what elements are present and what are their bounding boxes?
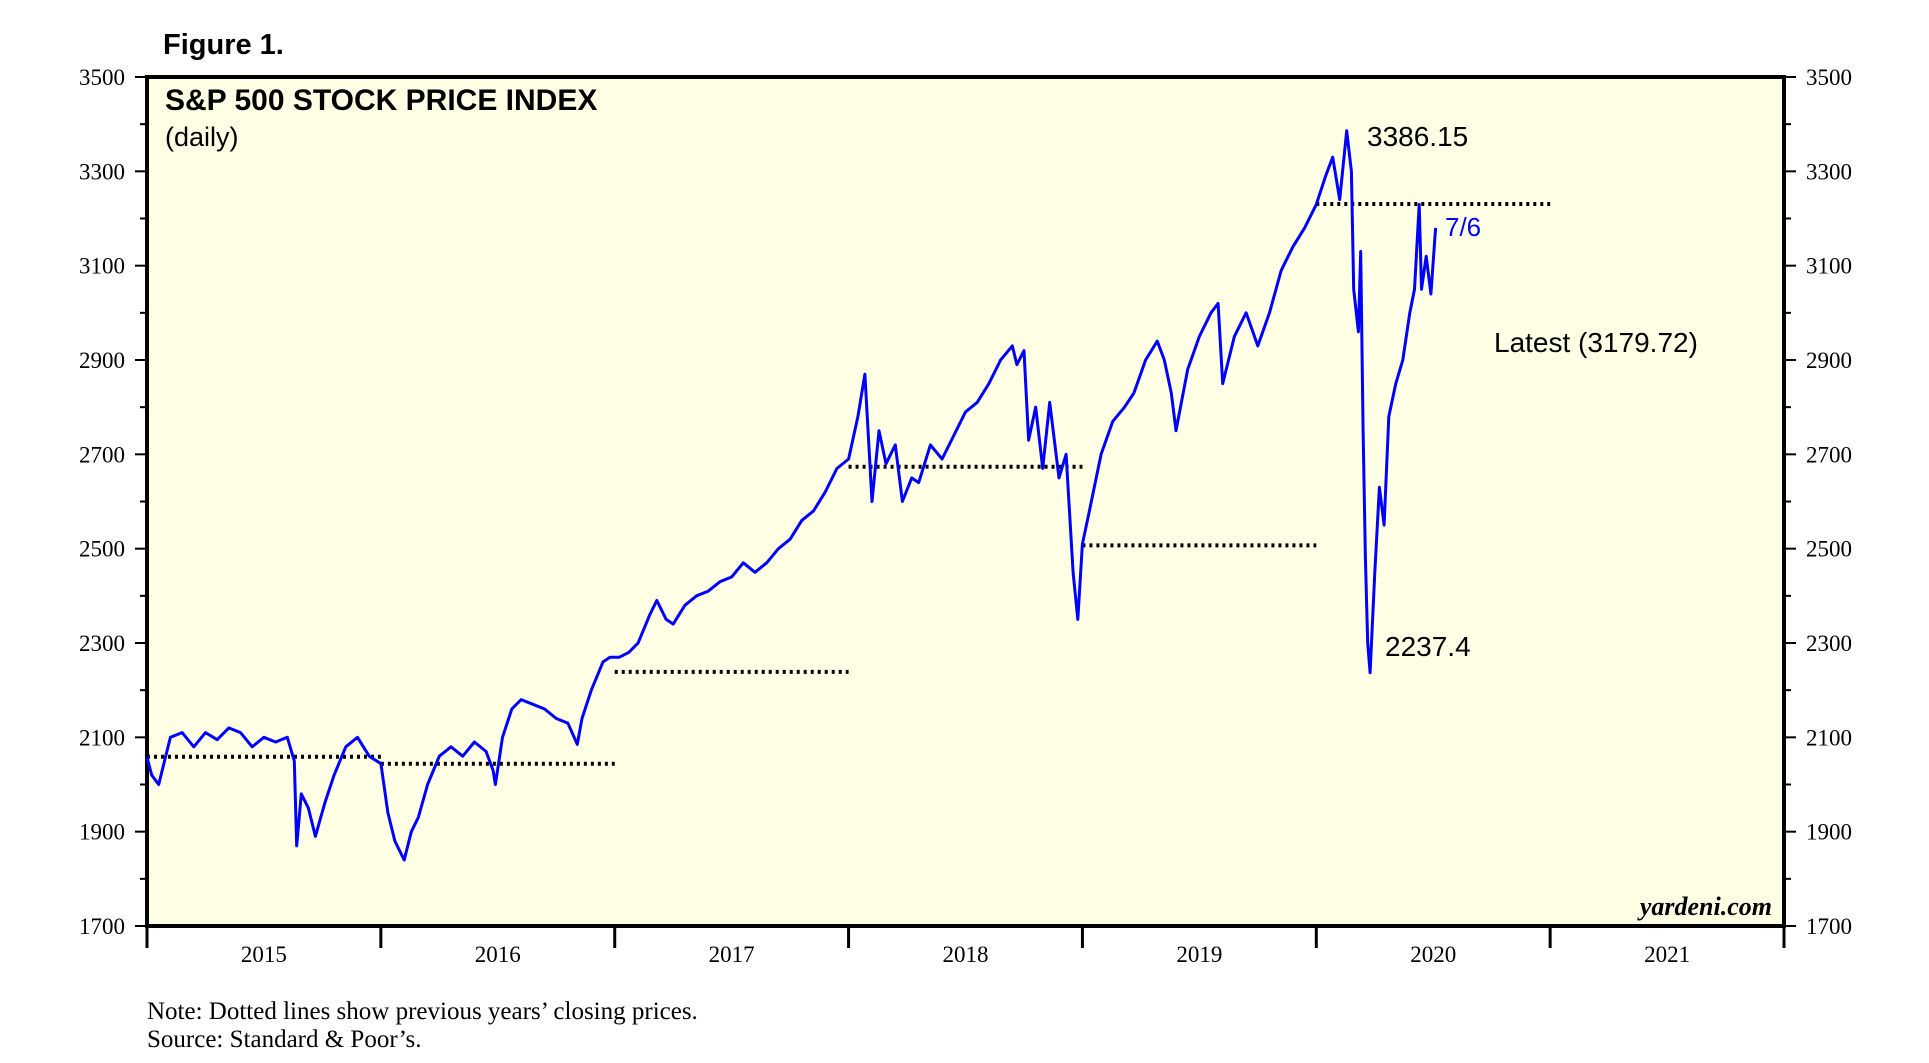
x-tick-label: 2019 — [1176, 942, 1222, 967]
annotation-date: 7/6 — [1445, 212, 1481, 242]
x-tick-label: 2018 — [943, 942, 989, 967]
chart-subtitle: (daily) — [165, 122, 239, 152]
note-text: Note: Dotted lines show previous years’ … — [147, 998, 698, 1025]
y-tick-label-right: 2100 — [1806, 725, 1852, 750]
x-tick-label: 2021 — [1644, 942, 1690, 967]
x-tick-label: 2020 — [1410, 942, 1456, 967]
chart-title: S&P 500 STOCK PRICE INDEX — [165, 84, 597, 117]
y-tick-label-left: 3300 — [79, 159, 125, 184]
y-tick-label-left: 1700 — [79, 914, 125, 939]
x-tick-label: 2016 — [475, 942, 521, 967]
annotation-latest: Latest (3179.72) — [1494, 327, 1698, 358]
y-tick-label-left: 2300 — [79, 631, 125, 656]
annotation-low: 2237.4 — [1385, 631, 1471, 662]
y-tick-label-right: 1700 — [1806, 914, 1852, 939]
x-tick-label: 2017 — [709, 942, 755, 967]
y-tick-label-left: 3100 — [79, 254, 125, 279]
y-tick-label-right: 3300 — [1806, 159, 1852, 184]
y-tick-label-right: 1900 — [1806, 820, 1852, 845]
y-tick-label-left: 2100 — [79, 725, 125, 750]
y-tick-label-right: 2300 — [1806, 631, 1852, 656]
y-tick-label-right: 2500 — [1806, 537, 1852, 562]
y-tick-label-right: 2700 — [1806, 442, 1852, 467]
y-tick-label-left: 2900 — [79, 348, 125, 373]
plot-area — [145, 75, 1786, 928]
y-tick-label-right: 2900 — [1806, 348, 1852, 373]
y-tick-label-right: 3500 — [1806, 65, 1852, 90]
figure-label: Figure 1. — [163, 29, 284, 61]
x-tick-label: 2015 — [241, 942, 287, 967]
y-tick-label-right: 3100 — [1806, 254, 1852, 279]
source-text: Source: Standard & Poor’s. — [147, 1026, 422, 1053]
y-tick-label-left: 3500 — [79, 65, 125, 90]
y-tick-label-left: 2500 — [79, 537, 125, 562]
series-line-sp500 — [145, 129, 1438, 862]
y-tick-label-left: 1900 — [79, 820, 125, 845]
y-tick-label-left: 2700 — [79, 442, 125, 467]
annotation-peak: 3386.15 — [1367, 121, 1468, 152]
watermark: yardeni.com — [1637, 892, 1772, 921]
